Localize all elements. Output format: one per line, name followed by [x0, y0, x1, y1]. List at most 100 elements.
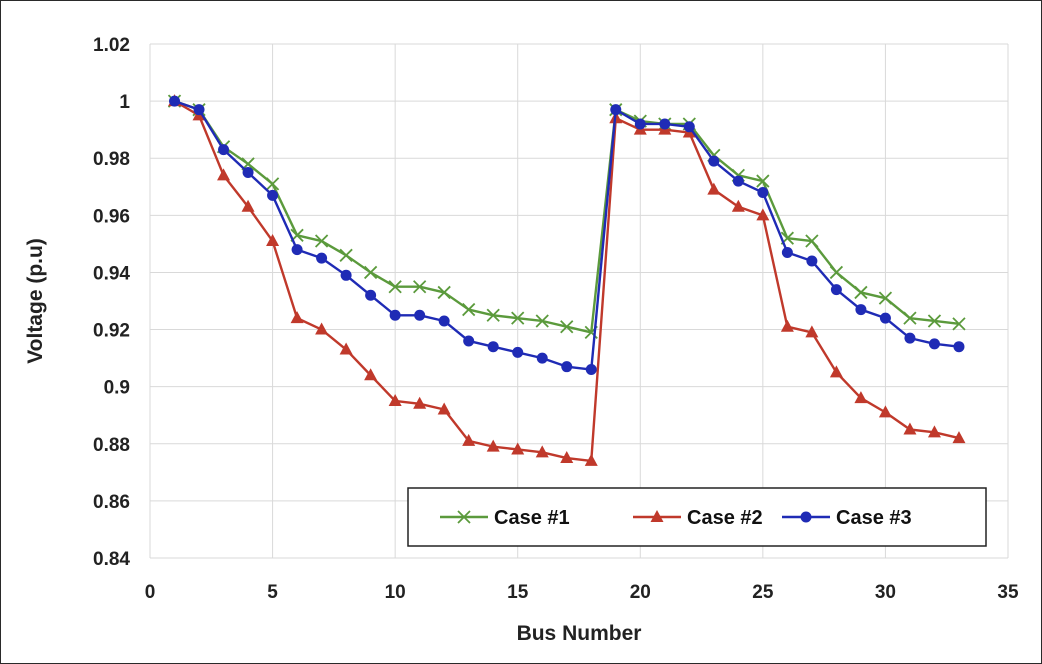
data-point: [928, 338, 940, 350]
data-point: [315, 322, 329, 335]
marker-stroke: [413, 280, 427, 294]
data-point: [610, 104, 622, 116]
data-point: [437, 285, 451, 300]
data-point: [830, 284, 842, 296]
data-point: [878, 405, 892, 418]
marker-stroke: [339, 248, 353, 262]
data-point: [511, 442, 525, 455]
data-point: [707, 182, 721, 195]
marker-stroke: [829, 265, 844, 280]
data-point: [904, 332, 916, 344]
data-point: [339, 248, 353, 262]
data-point: [486, 439, 500, 452]
data-point: [414, 309, 426, 321]
data-point: [535, 445, 549, 458]
marker-stroke: [314, 234, 329, 248]
y-tick-label: 0.86: [93, 492, 130, 513]
data-point: [462, 302, 476, 317]
data-point: [536, 352, 548, 364]
marker-stroke: [903, 311, 917, 325]
data-point: [437, 402, 451, 415]
marker-stroke: [511, 311, 525, 325]
x-axis-title: Bus Number: [517, 622, 642, 645]
series-3: [169, 95, 965, 376]
data-point: [193, 104, 205, 116]
legend-entry-3: Case #3: [782, 507, 912, 529]
y-tick-label: 0.88: [93, 435, 130, 456]
marker-stroke: [854, 285, 868, 300]
data-point: [560, 451, 574, 464]
data-point: [584, 453, 598, 466]
data-point: [365, 289, 377, 301]
y-tick-label: 0.84: [93, 549, 130, 570]
x-tick-label: 10: [385, 582, 406, 603]
data-point: [805, 234, 819, 248]
data-point: [927, 314, 942, 328]
y-tick-label: 1.02: [93, 35, 130, 56]
data-point: [242, 167, 254, 178]
data-point: [708, 155, 720, 167]
data-point: [291, 244, 303, 256]
y-tick-label: 0.94: [93, 263, 130, 284]
data-point: [218, 144, 230, 156]
data-point: [363, 265, 378, 280]
legend-swatch-marker: [800, 511, 812, 523]
x-tick-label: 25: [752, 582, 774, 603]
marker-stroke: [388, 280, 402, 294]
data-point: [413, 280, 427, 294]
data-point: [265, 177, 280, 191]
data-point: [659, 118, 671, 130]
y-axis-title: Voltage (p.u): [24, 238, 47, 364]
y-tick-label: 0.96: [93, 206, 130, 227]
series-group: [167, 94, 966, 466]
data-point: [585, 364, 597, 376]
legend-entry-1: Case #1: [440, 507, 570, 529]
marker-stroke: [457, 510, 471, 524]
data-point: [878, 291, 893, 305]
data-point: [388, 280, 402, 294]
data-point: [855, 304, 867, 316]
x-tick-label: 35: [997, 582, 1019, 603]
y-tick-label: 0.9: [104, 378, 130, 399]
legend-label: Case #2: [687, 507, 763, 529]
data-point: [314, 234, 329, 248]
data-point: [463, 335, 475, 347]
legend-swatch-marker: [457, 510, 471, 524]
data-point: [683, 121, 695, 133]
marker-stroke: [560, 320, 574, 334]
data-point: [634, 118, 646, 130]
data-point: [487, 341, 499, 353]
data-point: [560, 320, 574, 334]
data-point: [266, 234, 280, 247]
marker-stroke: [535, 314, 549, 328]
data-point: [462, 433, 476, 446]
data-point: [854, 391, 868, 404]
data-point: [829, 265, 844, 280]
data-point: [806, 255, 818, 267]
data-point: [781, 246, 793, 258]
data-point: [731, 199, 745, 212]
data-point: [952, 317, 966, 331]
data-point: [340, 269, 352, 281]
marker-stroke: [756, 174, 770, 188]
data-point: [757, 186, 769, 198]
y-tick-label: 1: [119, 92, 130, 113]
data-point: [756, 208, 770, 221]
data-point: [486, 308, 500, 322]
y-tick-label: 0.92: [93, 321, 130, 342]
data-point: [217, 168, 231, 181]
marker-stroke: [805, 234, 819, 248]
data-point: [364, 368, 378, 381]
data-point: [511, 311, 525, 325]
x-tick-label: 0: [145, 582, 156, 603]
marker-stroke: [927, 314, 942, 328]
data-point: [535, 314, 549, 328]
marker-stroke: [265, 177, 280, 191]
data-point: [854, 285, 868, 300]
data-point: [169, 95, 181, 107]
legend-entry-2: Case #2: [633, 507, 763, 529]
x-tick-label: 30: [875, 582, 896, 603]
marker-stroke: [486, 308, 500, 322]
